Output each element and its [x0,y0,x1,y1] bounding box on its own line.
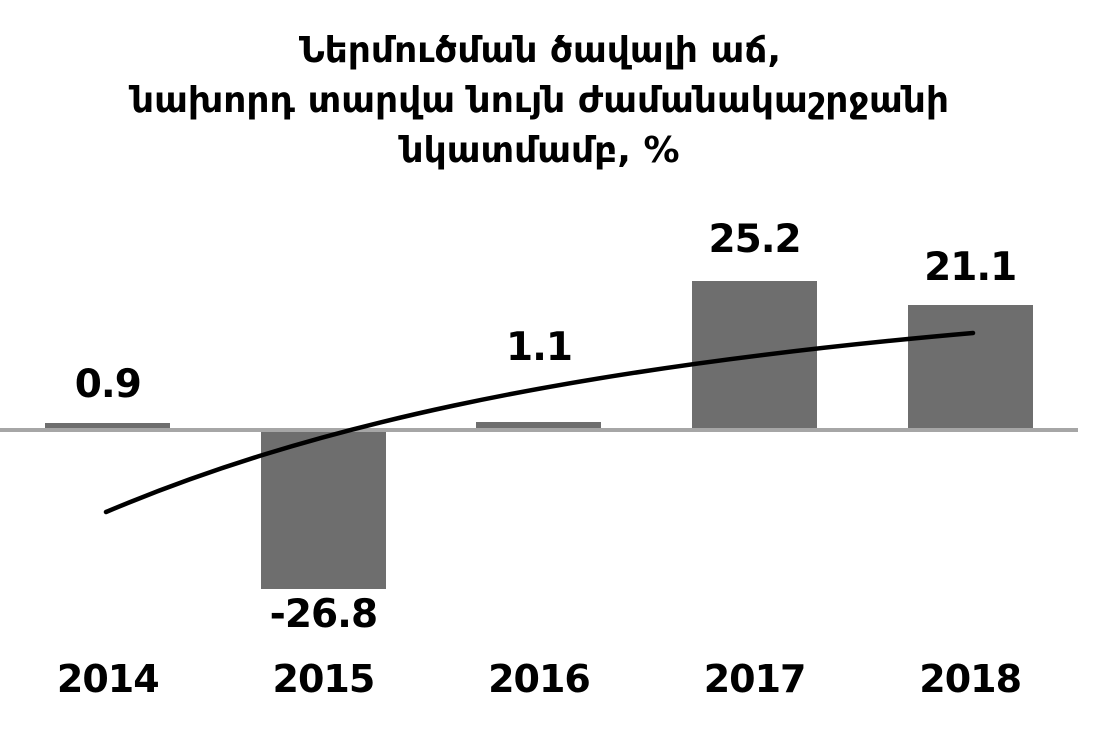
data-label-2018: 21.1 [924,245,1017,290]
chart-title-line-2: նախորդ տարվա նույն ժամանակաշրջանի [130,80,950,121]
bar-group-2014: 0.9 2014 [0,0,216,743]
axis-label-2016: 2016 [488,657,591,701]
data-label-2014: 0.9 [74,362,142,407]
axis-label-2018: 2018 [919,657,1022,701]
bar-2014 [45,422,171,428]
data-label-2017: 25.2 [708,217,801,262]
bar-2017 [692,280,818,428]
axis-label-2017: 2017 [703,657,807,701]
bar-2016 [476,421,602,428]
chart-title-line-3: նկատմամբ, % [400,130,680,171]
data-label-2015: -26.8 [269,592,378,637]
bar-group-2015: -26.8 2015 [216,0,432,743]
data-label-2016: 1.1 [505,325,573,370]
bar-2015 [260,432,386,589]
axis-label-2014: 2014 [56,657,160,701]
chart-title-line-1: Ներմուծման ծավալի աճ, [298,30,782,71]
chart-title: Ներմուծման ծավալի աճ, նախորդ տարվա նույն… [0,26,1080,176]
bar-group-2017: 25.2 2017 [647,0,863,743]
bar-2018 [907,304,1033,428]
axis-label-2015: 2015 [272,657,376,701]
bar-group-2018: 21.1 2018 [862,0,1078,743]
bar-group-2016: 1.1 2016 [431,0,647,743]
